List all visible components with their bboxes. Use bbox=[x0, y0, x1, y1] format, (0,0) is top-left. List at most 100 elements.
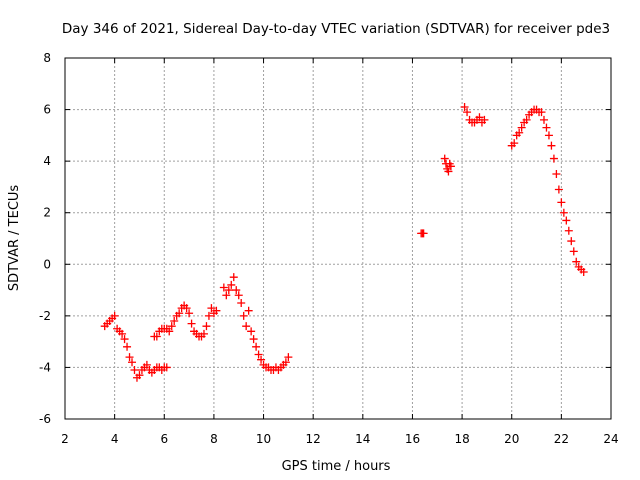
data-point bbox=[142, 360, 151, 369]
y-tick-label: 6 bbox=[43, 103, 51, 117]
data-point bbox=[202, 322, 211, 331]
x-tick-label: 24 bbox=[603, 432, 618, 446]
data-point bbox=[547, 141, 556, 150]
data-point bbox=[460, 102, 469, 111]
data-point bbox=[125, 353, 134, 362]
data-point bbox=[219, 283, 228, 292]
data-point bbox=[419, 229, 428, 238]
data-point bbox=[247, 327, 256, 336]
data-point bbox=[517, 123, 526, 132]
x-tick-label: 14 bbox=[355, 432, 370, 446]
data-point bbox=[222, 291, 231, 300]
data-point bbox=[237, 298, 246, 307]
data-point bbox=[204, 311, 213, 320]
data-point bbox=[572, 257, 581, 266]
data-point bbox=[549, 154, 558, 163]
data-point bbox=[446, 162, 455, 171]
y-tick-label: -4 bbox=[39, 360, 51, 374]
x-tick-label: 6 bbox=[160, 432, 168, 446]
x-tick-label: 16 bbox=[405, 432, 420, 446]
x-tick-label: 20 bbox=[504, 432, 519, 446]
data-points bbox=[100, 102, 588, 382]
data-point bbox=[207, 304, 216, 313]
data-point bbox=[187, 319, 196, 328]
data-point bbox=[539, 115, 548, 124]
data-point bbox=[224, 286, 233, 295]
data-point bbox=[480, 115, 489, 124]
data-point bbox=[537, 108, 546, 117]
data-series bbox=[100, 311, 171, 382]
axis-ticks bbox=[64, 57, 612, 420]
data-point bbox=[182, 304, 191, 313]
y-tick-label: 2 bbox=[43, 206, 51, 220]
data-point bbox=[544, 131, 553, 140]
x-tick-label: 4 bbox=[111, 432, 119, 446]
data-point bbox=[515, 128, 524, 137]
data-point bbox=[562, 216, 571, 225]
data-point bbox=[475, 113, 484, 122]
y-tick-label: 8 bbox=[43, 51, 51, 65]
data-point bbox=[252, 342, 261, 351]
data-series bbox=[507, 105, 588, 277]
x-tick-label: 18 bbox=[454, 432, 469, 446]
data-point bbox=[152, 332, 161, 341]
data-point bbox=[242, 322, 251, 331]
y-tick-label: 0 bbox=[43, 257, 51, 271]
data-series bbox=[460, 102, 489, 127]
plot-frame bbox=[64, 57, 612, 420]
chart-title: Day 346 of 2021, Sidereal Day-to-day VTE… bbox=[62, 21, 610, 37]
data-point bbox=[229, 273, 238, 282]
data-point bbox=[110, 311, 119, 320]
data-point bbox=[257, 355, 266, 364]
data-point bbox=[227, 280, 236, 289]
y-tick-label: 4 bbox=[43, 154, 51, 168]
data-point bbox=[284, 353, 293, 362]
data-point bbox=[167, 322, 176, 331]
x-axis-label: GPS time / hours bbox=[282, 459, 391, 474]
data-point bbox=[199, 329, 208, 338]
data-point bbox=[522, 115, 531, 124]
data-point bbox=[463, 108, 472, 117]
data-point bbox=[128, 358, 137, 367]
x-tick-label: 12 bbox=[306, 432, 321, 446]
data-point bbox=[510, 139, 519, 148]
data-point bbox=[244, 306, 253, 315]
data-point bbox=[118, 329, 127, 338]
data-point bbox=[123, 342, 132, 351]
data-point bbox=[554, 185, 563, 194]
x-tick-labels: 2 4 6 8 10 12 14 16 18 20 22 24 bbox=[61, 432, 618, 446]
grid bbox=[65, 58, 611, 419]
data-series bbox=[150, 301, 221, 341]
data-point bbox=[185, 309, 194, 318]
data-point bbox=[165, 327, 174, 336]
data-point bbox=[175, 309, 184, 318]
data-point bbox=[130, 366, 139, 375]
x-tick-label: 10 bbox=[256, 432, 271, 446]
data-point bbox=[212, 306, 221, 315]
data-point bbox=[239, 311, 248, 320]
data-point bbox=[170, 317, 179, 326]
data-point bbox=[444, 167, 453, 176]
data-point bbox=[559, 208, 568, 217]
data-point bbox=[120, 335, 129, 344]
data-point bbox=[542, 123, 551, 132]
data-series bbox=[417, 229, 428, 238]
y-tick-label: -2 bbox=[39, 309, 51, 323]
data-point bbox=[232, 286, 241, 295]
y-axis-label: SDTVAR / TECUs bbox=[7, 185, 22, 292]
x-tick-label: 22 bbox=[554, 432, 569, 446]
data-series bbox=[440, 154, 455, 176]
data-point bbox=[557, 198, 566, 207]
data-point bbox=[234, 291, 243, 300]
data-point bbox=[281, 358, 290, 367]
data-point bbox=[135, 371, 144, 380]
data-series bbox=[219, 273, 293, 375]
data-point bbox=[254, 350, 263, 359]
x-tick-label: 8 bbox=[210, 432, 218, 446]
data-point bbox=[579, 268, 588, 277]
data-point bbox=[567, 237, 576, 246]
data-point bbox=[249, 335, 258, 344]
data-point bbox=[564, 226, 573, 235]
data-point bbox=[552, 170, 561, 179]
